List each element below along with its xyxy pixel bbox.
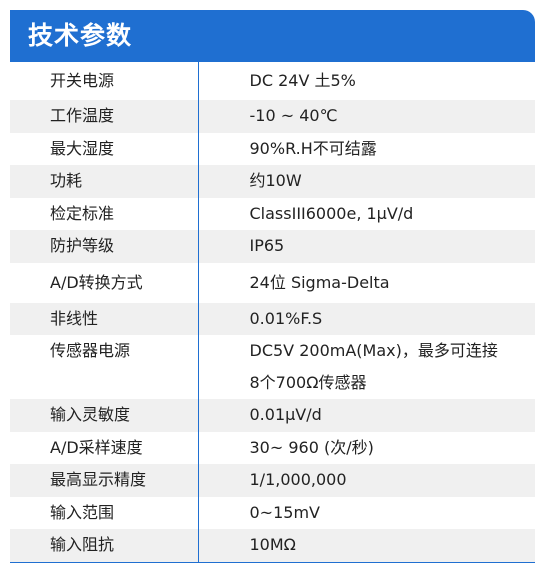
table-row: 功耗 约10W: [10, 165, 535, 198]
row-label: 工作温度: [10, 100, 199, 133]
row-value-line-1: DC5V 200mA(Max)，最多可连接: [249, 341, 498, 360]
row-value: 1/1,000,000: [198, 464, 535, 497]
row-label: 传感器电源: [10, 335, 199, 399]
row-value: 0.01%F.S: [198, 302, 535, 335]
table-row: 非线性 0.01%F.S: [10, 302, 535, 335]
row-label: 开关电源: [10, 62, 199, 100]
row-label-text: 传感器电源: [50, 341, 131, 360]
row-value: 0~15mV: [198, 496, 535, 529]
row-value: 10MΩ: [198, 529, 535, 563]
row-value: 约10W: [198, 165, 535, 198]
table-row: 最高显示精度 1/1,000,000: [10, 464, 535, 497]
table-row: 检定标准 ClassIII6000e, 1μV/d: [10, 197, 535, 230]
row-value: 90%R.H不可结露: [198, 132, 535, 165]
row-value: DC5V 200mA(Max)，最多可连接 8个700Ω传感器: [198, 335, 535, 399]
table-row: A/D采样速度 30~ 960 (次/秒): [10, 431, 535, 464]
row-label: 防护等级: [10, 230, 199, 263]
row-value: 24位 Sigma-Delta: [198, 262, 535, 303]
spec-table: 开关电源 DC 24V 土5% 工作温度 -10 ~ 40℃ 最大湿度 90%R…: [10, 62, 535, 563]
row-label: 非线性: [10, 302, 199, 335]
table-row: 传感器电源 DC5V 200mA(Max)，最多可连接 8个700Ω传感器: [10, 335, 535, 399]
row-label: 最高显示精度: [10, 464, 199, 497]
table-row: 开关电源 DC 24V 土5%: [10, 62, 535, 100]
row-label: 输入范围: [10, 496, 199, 529]
row-value: -10 ~ 40℃: [198, 100, 535, 133]
table-row: 输入范围 0~15mV: [10, 496, 535, 529]
table-row: A/D转换方式 24位 Sigma-Delta: [10, 262, 535, 303]
table-row: 输入阻抗 10MΩ: [10, 529, 535, 563]
row-label: A/D采样速度: [10, 431, 199, 464]
row-label: 输入灵敏度: [10, 399, 199, 432]
row-label: A/D转换方式: [10, 262, 199, 303]
table-row: 输入灵敏度 0.01μV/d: [10, 399, 535, 432]
row-label: 输入阻抗: [10, 529, 199, 563]
table-row: 最大湿度 90%R.H不可结露: [10, 132, 535, 165]
row-value: DC 24V 土5%: [198, 62, 535, 100]
row-value: ClassIII6000e, 1μV/d: [198, 197, 535, 230]
row-value: 30~ 960 (次/秒): [198, 431, 535, 464]
table-row: 工作温度 -10 ~ 40℃: [10, 100, 535, 133]
row-label: 功耗: [10, 165, 199, 198]
row-label: 最大湿度: [10, 132, 199, 165]
row-label: 检定标准: [10, 197, 199, 230]
section-header: 技术参数: [10, 10, 535, 62]
row-value: IP65: [198, 230, 535, 263]
section-title: 技术参数: [28, 21, 133, 50]
table-row: 防护等级 IP65: [10, 230, 535, 263]
row-value-line-2: 8个700Ω传感器: [249, 373, 367, 392]
row-value: 0.01μV/d: [198, 399, 535, 432]
